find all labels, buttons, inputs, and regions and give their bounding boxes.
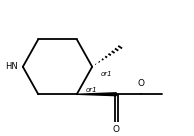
Text: HN: HN [5,62,18,71]
Text: O: O [113,125,120,134]
Text: or1: or1 [101,71,113,77]
Polygon shape [77,93,116,96]
Text: O: O [138,79,145,88]
Text: or1: or1 [85,87,97,93]
